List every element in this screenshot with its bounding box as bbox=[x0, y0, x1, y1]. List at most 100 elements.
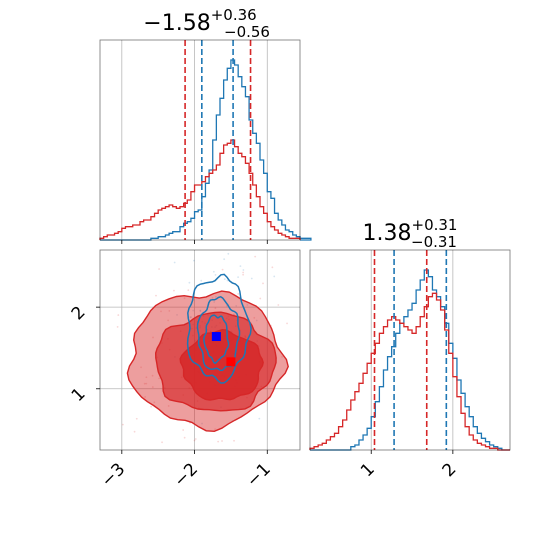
scatter-point bbox=[193, 259, 195, 262]
scatter-point bbox=[187, 289, 190, 292]
scatter-point bbox=[90, 300, 92, 302]
marginal-x-title-minus: −0.56 bbox=[224, 23, 270, 41]
red-contour-level-2 bbox=[179, 328, 264, 401]
scatter-point bbox=[246, 304, 249, 306]
scatter-point bbox=[258, 417, 261, 420]
scatter-point bbox=[277, 304, 280, 306]
scatter-point bbox=[306, 455, 308, 457]
scatter-point bbox=[145, 382, 148, 385]
scatter-point bbox=[233, 313, 235, 316]
scatter-point bbox=[214, 428, 217, 431]
scatter-point bbox=[144, 396, 147, 398]
marginal-y-frame bbox=[309, 249, 511, 451]
scatter-point bbox=[233, 439, 235, 442]
joint-xtick-label-1: −2 bbox=[170, 459, 202, 491]
marginal-y-title-value: 1.38 bbox=[363, 221, 412, 246]
red-peak-marker bbox=[226, 357, 236, 367]
scatter-point bbox=[151, 374, 154, 377]
scatter-point bbox=[217, 440, 220, 443]
scatter-point bbox=[227, 252, 230, 255]
marginal-x-frame bbox=[99, 39, 301, 241]
scatter-point bbox=[175, 192, 177, 194]
marginal-y-tick-label-1: 2 bbox=[439, 459, 461, 481]
marginal-y-title-minus: −0.31 bbox=[411, 233, 457, 251]
scatter-point bbox=[306, 366, 308, 368]
scatter-point bbox=[183, 297, 186, 300]
scatter-point bbox=[239, 265, 242, 268]
scatter-point bbox=[237, 293, 240, 295]
joint-ytick-label-1: 2 bbox=[68, 303, 90, 325]
scatter-point bbox=[257, 242, 259, 244]
scatter-point bbox=[117, 314, 120, 316]
scatter-point bbox=[173, 261, 176, 264]
scatter-point bbox=[262, 282, 264, 285]
scatter-point bbox=[140, 366, 142, 369]
scatter-point bbox=[182, 429, 185, 431]
scatter-point bbox=[316, 266, 318, 268]
scatter-point bbox=[281, 355, 283, 358]
marginal-x-hist-0 bbox=[100, 59, 312, 241]
scatter-point bbox=[242, 273, 245, 276]
joint-ytick-label-0: 1 bbox=[68, 384, 90, 406]
scatter-point bbox=[150, 405, 153, 408]
blue-contour-level-0 bbox=[186, 273, 252, 384]
scatter-point bbox=[307, 416, 309, 418]
scatter-point bbox=[158, 268, 160, 270]
scatter-point bbox=[189, 316, 192, 319]
scatter-point bbox=[97, 434, 99, 436]
marginal-x-title: −1.58+0.36 bbox=[143, 6, 256, 36]
scatter-point bbox=[335, 353, 337, 355]
scatter-point bbox=[151, 386, 154, 388]
joint-peak-markers bbox=[211, 332, 236, 367]
scatter-point bbox=[173, 289, 175, 292]
marginal-x-histograms bbox=[99, 59, 312, 241]
marginal-x-panel: −1.58+0.36 −0.56 bbox=[99, 6, 312, 244]
scatter-point bbox=[286, 322, 288, 325]
scatter-point bbox=[254, 255, 257, 258]
scatter-point bbox=[133, 430, 136, 433]
scatter-point bbox=[161, 441, 163, 444]
scatter-point bbox=[213, 301, 216, 303]
scatter-point bbox=[170, 215, 172, 217]
scatter-point bbox=[153, 401, 156, 404]
scatter-point bbox=[193, 439, 196, 442]
scatter-point bbox=[192, 309, 195, 312]
scatter-point bbox=[135, 417, 138, 420]
scatter-point bbox=[194, 438, 197, 440]
joint-frame bbox=[99, 249, 301, 451]
scatter-point bbox=[199, 309, 202, 312]
scatter-point bbox=[223, 278, 226, 281]
scatter-point bbox=[121, 423, 124, 426]
marginal-y-histograms bbox=[309, 269, 510, 451]
marginal-x-grid bbox=[121, 40, 268, 240]
scatter-point bbox=[226, 279, 229, 282]
scatter-point bbox=[259, 297, 262, 300]
joint-xtick-label-0: −3 bbox=[97, 459, 129, 491]
scatter-point bbox=[242, 271, 245, 274]
marginal-y-hist-1 bbox=[309, 292, 510, 451]
scatter-point bbox=[221, 204, 223, 206]
scatter-point bbox=[155, 462, 157, 464]
blue-contour-level-2 bbox=[203, 314, 230, 365]
scatter-point bbox=[76, 339, 78, 341]
scatter-point bbox=[235, 304, 238, 307]
scatter-point bbox=[237, 276, 240, 279]
scatter-point bbox=[176, 313, 178, 316]
scatter-point bbox=[300, 407, 302, 409]
scatter-point bbox=[242, 269, 245, 271]
scatter-point bbox=[273, 275, 276, 278]
scatter-point bbox=[116, 326, 119, 328]
scatter-point bbox=[174, 236, 176, 238]
scatter-point bbox=[214, 295, 217, 298]
marginal-y-title: 1.38+0.31 bbox=[363, 216, 458, 246]
marginal-y-grid bbox=[370, 250, 454, 450]
scatter-point bbox=[271, 266, 274, 269]
scatter-point bbox=[214, 274, 217, 276]
scatter-point bbox=[211, 297, 214, 299]
scatter-point bbox=[201, 422, 203, 425]
joint-xtick-label-2: −1 bbox=[243, 459, 275, 491]
scatter-point bbox=[223, 258, 226, 261]
scatter-point bbox=[155, 294, 157, 297]
